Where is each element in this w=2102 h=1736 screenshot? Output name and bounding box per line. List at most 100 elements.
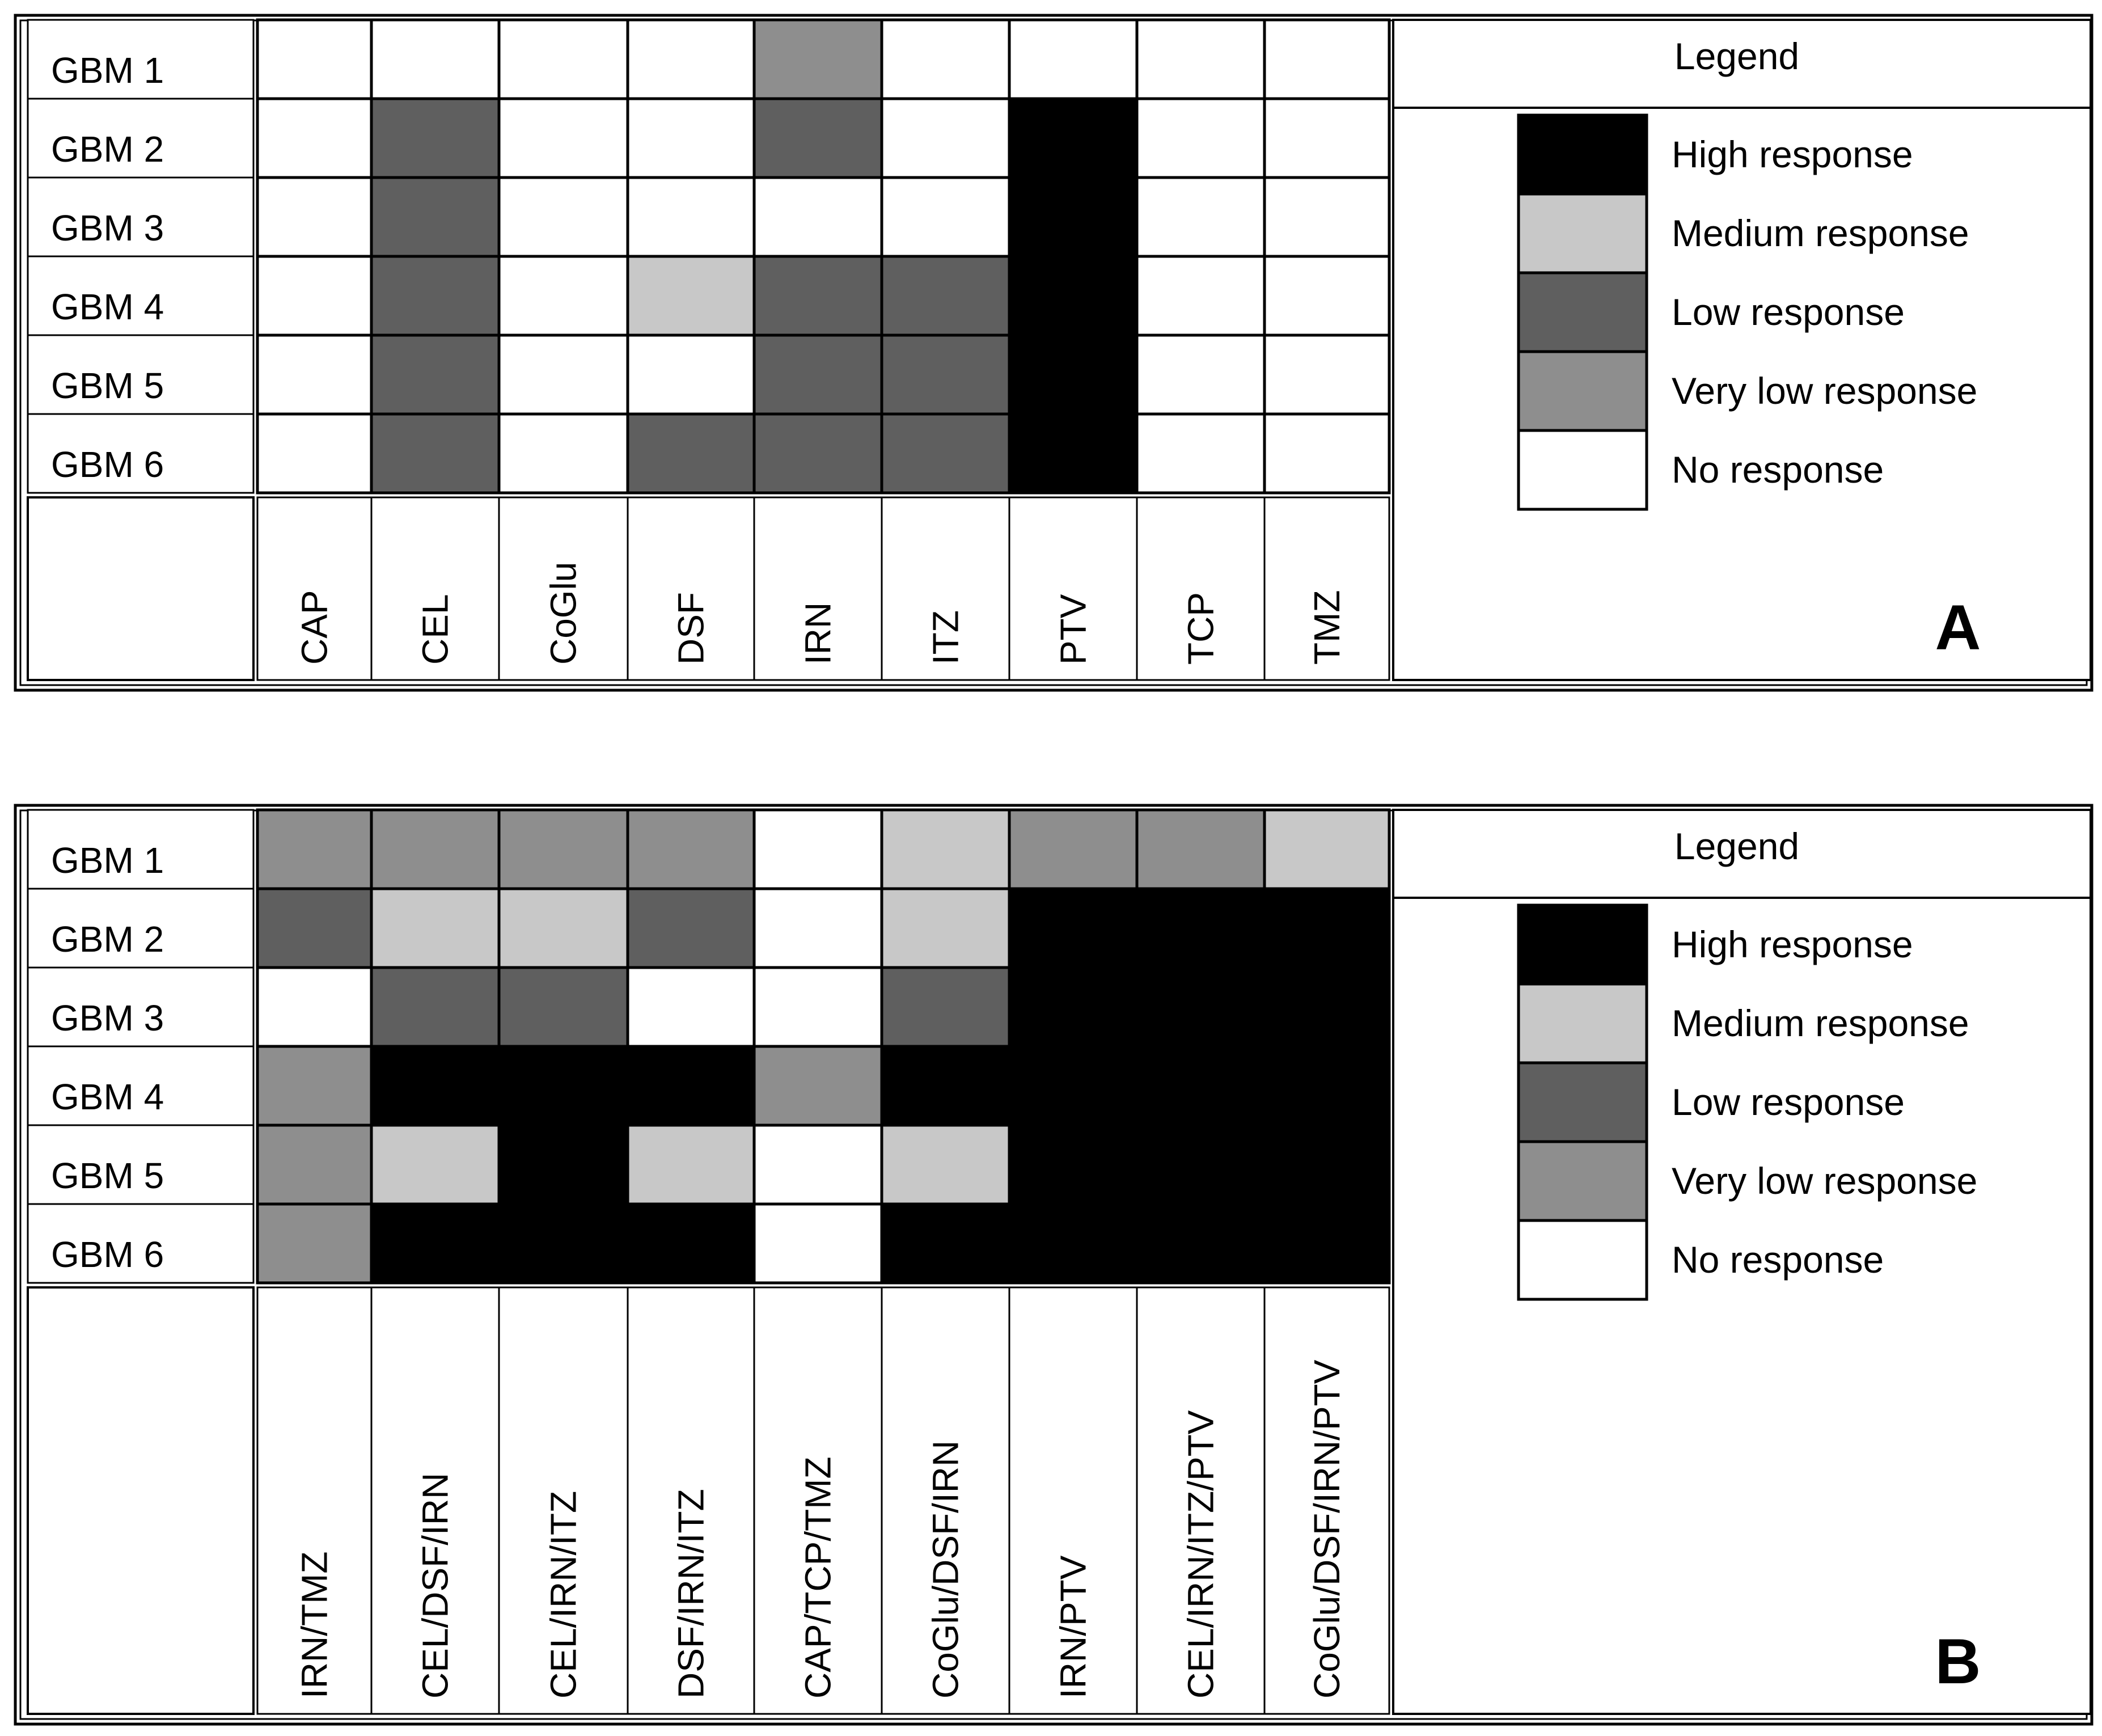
heatmap-cell [626, 1202, 756, 1285]
row-label-cell [27, 176, 255, 257]
row-label-cell [27, 19, 255, 100]
column-label: IRN/TMZ [294, 1552, 335, 1699]
heatmap-cell [626, 1123, 756, 1206]
column-label: CAP/TCP/TMZ [798, 1456, 839, 1699]
heatmap-cell [1263, 255, 1391, 337]
column-label-cell [370, 1286, 500, 1715]
column-label: DSF [671, 592, 712, 665]
heatmap-cell [880, 97, 1011, 179]
heatmap-cell [1008, 887, 1139, 969]
heatmap-cell [752, 255, 883, 337]
heatmap-cell [1008, 18, 1139, 100]
heatmap-cell [880, 255, 1011, 337]
legend-label: Very low response [1672, 370, 1977, 412]
row-label: GBM 3 [51, 998, 164, 1038]
column-label-cell [627, 1286, 755, 1715]
heatmap-cell [752, 808, 883, 890]
column-label-cell [1263, 496, 1390, 681]
column-label: IRN [798, 602, 839, 665]
heatmap-cell [1135, 887, 1266, 969]
heatmap-cell [497, 887, 629, 969]
column-label: TMZ [1306, 590, 1347, 665]
heatmap-cell [256, 1123, 373, 1206]
panel-label: B [1935, 1626, 1981, 1697]
column-label-cell [1136, 496, 1266, 681]
column-label-cell [627, 496, 755, 681]
legend-label: No response [1672, 1239, 1884, 1281]
heatmap-cell [1263, 808, 1391, 890]
heatmap-cell [256, 808, 373, 890]
heatmap-cell [1008, 808, 1139, 890]
column-label: CoGlu/DSF/IRN [925, 1441, 966, 1699]
heatmap-cell [1263, 18, 1391, 100]
heatmap-cell [497, 255, 629, 337]
legend-label: No response [1672, 449, 1884, 491]
row-label: GBM 6 [51, 444, 164, 485]
heatmap-cell [1263, 333, 1391, 416]
column-label: CoGlu [543, 562, 584, 665]
column-label-cell [1008, 496, 1138, 681]
heatmap-cell [497, 1202, 629, 1285]
heatmap-cell [752, 412, 883, 495]
heatmap-cell [1135, 808, 1266, 890]
heatmap-cell [370, 808, 501, 890]
column-label-cell [256, 496, 373, 681]
legend-label: High response [1672, 923, 1913, 965]
row-label: GBM 3 [51, 208, 164, 248]
heatmap-cell [1263, 412, 1391, 495]
heatmap-cell [370, 412, 501, 495]
heatmap-cell [880, 412, 1011, 495]
heatmap-cell [1135, 18, 1266, 100]
heatmap-cell [1263, 1202, 1391, 1285]
row-label-cell [27, 1045, 255, 1126]
heatmap-cell [626, 1045, 756, 1127]
column-label: CoGlu/DSF/IRN/PTV [1306, 1359, 1347, 1699]
panel-a: GBM 1 GBM 2 GBM 3 GBM 4 GBM 5 GBM 6 CAP CEL CoGl… [14, 14, 2093, 692]
legend-label: Low response [1672, 1081, 1905, 1123]
heatmap-cell [752, 1202, 883, 1285]
heatmap-cell [626, 412, 756, 495]
heatmap-cell [752, 333, 883, 416]
heatmap-cell [256, 176, 373, 258]
heatmap-cell [256, 333, 373, 416]
heatmap-cell [256, 97, 373, 179]
row-label: GBM 6 [51, 1234, 164, 1275]
column-label: CEL/IRN/ITZ [543, 1491, 584, 1699]
heatmap-cell [1008, 97, 1139, 179]
legend-swatch [1517, 192, 1648, 274]
heatmap-cell [1135, 1123, 1266, 1206]
column-label: CEL/IRN/ITZ/PTV [1181, 1410, 1221, 1699]
legend-label: Medium response [1672, 212, 1969, 254]
heatmap-cell [256, 412, 373, 495]
legend-swatch [1517, 1140, 1648, 1222]
heatmap-cell [1008, 412, 1139, 495]
heatmap-cell [1263, 1123, 1391, 1206]
column-label: DSF/IRN/ITZ [671, 1489, 712, 1699]
heatmap-cell [370, 97, 501, 179]
column-label-cell [881, 1286, 1010, 1715]
heatmap-cell [1135, 1202, 1266, 1285]
row-label-cell [27, 888, 255, 969]
heatmap-cell [256, 966, 373, 1048]
legend-title: Legend [1674, 35, 1799, 77]
heatmap-cell [256, 1202, 373, 1285]
heatmap-cell [370, 1202, 501, 1285]
heatmap-cell [497, 1045, 629, 1127]
heatmap-cell [497, 808, 629, 890]
column-label-cell [753, 1286, 883, 1715]
legend-box [1392, 809, 2092, 1715]
heatmap-cell [626, 966, 756, 1048]
heatmap-cell [256, 18, 373, 100]
heatmap-cell [880, 18, 1011, 100]
heatmap-cell [1263, 176, 1391, 258]
legend-label: Very low response [1672, 1160, 1977, 1202]
heatmap-cell [752, 1045, 883, 1127]
corner-cell [27, 496, 255, 681]
heatmap-cell [1008, 176, 1139, 258]
column-label: IRN/PTV [1053, 1555, 1094, 1699]
heatmap-cell [752, 18, 883, 100]
heatmap-cell [1135, 333, 1266, 416]
heatmap-cell [1008, 1045, 1139, 1127]
legend-swatch [1517, 429, 1648, 511]
legend-swatch [1517, 1061, 1648, 1143]
